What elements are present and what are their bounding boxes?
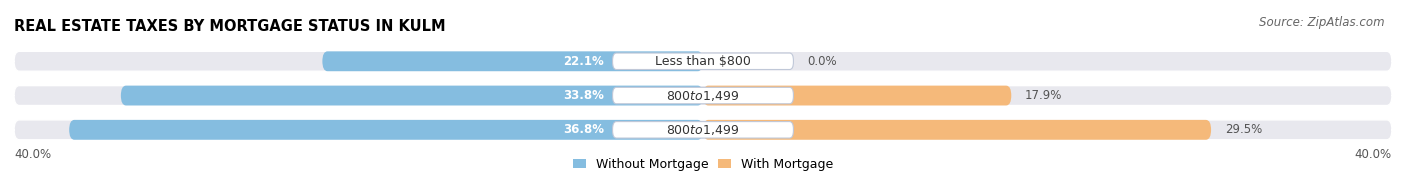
Text: 40.0%: 40.0%: [1355, 148, 1392, 161]
FancyBboxPatch shape: [613, 122, 793, 138]
FancyBboxPatch shape: [322, 51, 703, 71]
FancyBboxPatch shape: [613, 87, 793, 104]
FancyBboxPatch shape: [14, 51, 1392, 71]
Text: REAL ESTATE TAXES BY MORTGAGE STATUS IN KULM: REAL ESTATE TAXES BY MORTGAGE STATUS IN …: [14, 19, 446, 34]
Text: 29.5%: 29.5%: [1225, 123, 1263, 136]
FancyBboxPatch shape: [121, 86, 703, 105]
FancyBboxPatch shape: [703, 86, 1011, 105]
Text: 22.1%: 22.1%: [564, 55, 605, 68]
FancyBboxPatch shape: [14, 120, 1392, 140]
Text: 17.9%: 17.9%: [1025, 89, 1063, 102]
Text: Source: ZipAtlas.com: Source: ZipAtlas.com: [1260, 16, 1385, 29]
Text: Less than $800: Less than $800: [655, 55, 751, 68]
FancyBboxPatch shape: [69, 120, 703, 140]
Legend: Without Mortgage, With Mortgage: Without Mortgage, With Mortgage: [574, 158, 832, 171]
Text: 40.0%: 40.0%: [14, 148, 51, 161]
Text: $800 to $1,499: $800 to $1,499: [666, 89, 740, 103]
FancyBboxPatch shape: [14, 86, 1392, 105]
Text: $800 to $1,499: $800 to $1,499: [666, 123, 740, 137]
Text: 0.0%: 0.0%: [807, 55, 837, 68]
Text: 36.8%: 36.8%: [562, 123, 605, 136]
FancyBboxPatch shape: [613, 53, 793, 69]
Text: 33.8%: 33.8%: [562, 89, 605, 102]
FancyBboxPatch shape: [703, 120, 1211, 140]
